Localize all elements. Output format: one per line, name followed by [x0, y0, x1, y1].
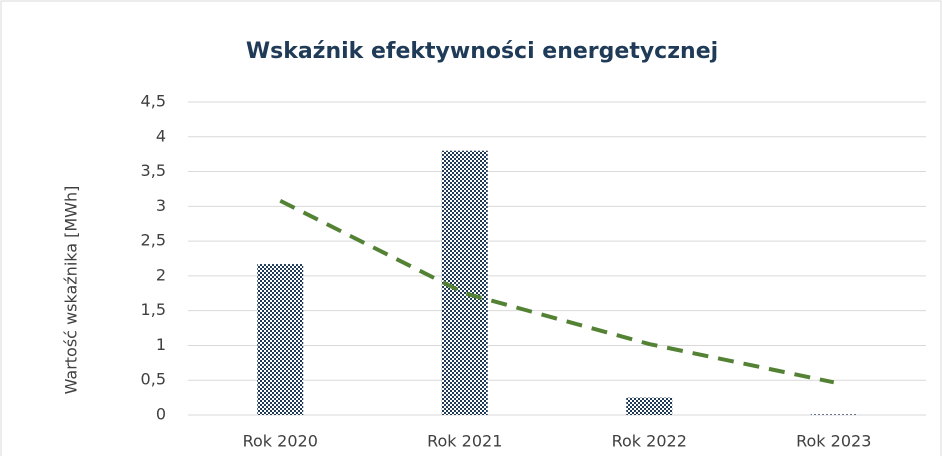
y-tick-label: 3,5	[141, 161, 166, 180]
y-tick-label: 2,5	[141, 231, 166, 250]
y-tick-label: 2	[156, 265, 166, 284]
x-tick-label: Rok 2021	[427, 432, 502, 451]
y-tick-label: 4	[156, 126, 166, 145]
y-tick-label: 0	[156, 405, 166, 424]
y-tick-label: 0,5	[141, 370, 166, 389]
y-tick-label: 3	[156, 196, 166, 215]
y-tick-label: 1,5	[141, 300, 166, 319]
y-tick-label: 4,5	[141, 92, 166, 111]
bar	[257, 264, 304, 415]
y-tick-label: 1	[156, 335, 166, 354]
bar	[810, 414, 857, 415]
chart-title: Wskaźnik efektywności energetycznej	[246, 39, 718, 64]
y-axis-label: Wartość wskaźnika [MWh]	[62, 186, 81, 395]
bar	[441, 150, 488, 415]
x-tick-label: Rok 2022	[612, 432, 687, 451]
x-tick-label: Rok 2023	[796, 432, 871, 451]
bar	[626, 397, 673, 415]
x-tick-label: Rok 2020	[243, 432, 318, 451]
